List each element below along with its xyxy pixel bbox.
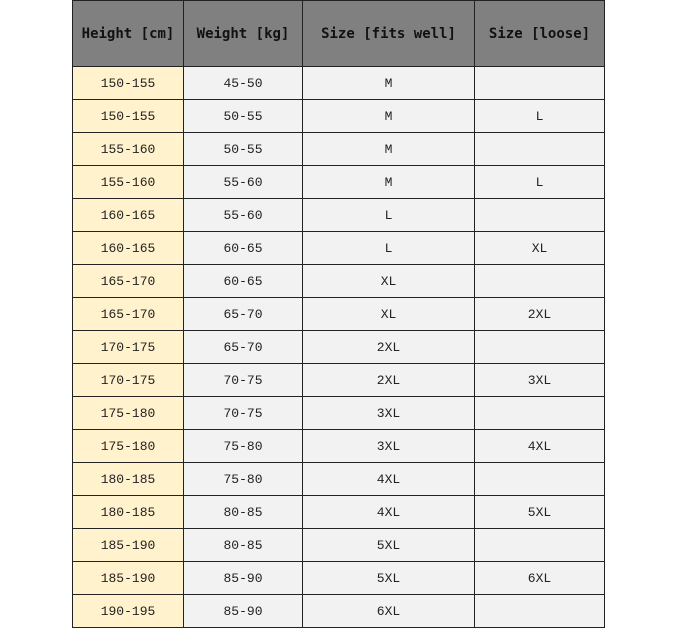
size-loose-cell: 6XL — [474, 561, 605, 595]
height-cell: 180-185 — [72, 462, 184, 496]
size-loose-cell — [474, 330, 605, 364]
height-cell: 175-180 — [72, 396, 184, 430]
header-height: Height [cm] — [72, 0, 184, 67]
size-loose-cell — [474, 396, 605, 430]
table-row: 185-190 80-85 5XL — [72, 528, 605, 562]
size-fits-well-cell: XL — [302, 264, 475, 298]
height-cell: 165-170 — [72, 264, 184, 298]
size-fits-well-cell: M — [302, 66, 475, 100]
size-loose-cell — [474, 198, 605, 232]
weight-cell: 80-85 — [183, 495, 303, 529]
size-fits-well-cell: M — [302, 165, 475, 199]
height-cell: 185-190 — [72, 528, 184, 562]
size-fits-well-cell: 5XL — [302, 528, 475, 562]
size-loose-cell — [474, 132, 605, 166]
height-cell: 150-155 — [72, 66, 184, 100]
weight-cell: 80-85 — [183, 528, 303, 562]
header-size-fits-well: Size [fits well] — [302, 0, 475, 67]
size-loose-cell: 5XL — [474, 495, 605, 529]
weight-cell: 55-60 — [183, 165, 303, 199]
weight-cell: 65-70 — [183, 297, 303, 331]
height-cell: 160-165 — [72, 198, 184, 232]
weight-cell: 85-90 — [183, 594, 303, 628]
table-row: 170-175 70-75 2XL 3XL — [72, 363, 605, 397]
table-row: 180-185 80-85 4XL 5XL — [72, 495, 605, 529]
height-cell: 150-155 — [72, 99, 184, 133]
weight-cell: 55-60 — [183, 198, 303, 232]
table-row: 175-180 75-80 3XL 4XL — [72, 429, 605, 463]
size-fits-well-cell: 5XL — [302, 561, 475, 595]
height-cell: 155-160 — [72, 132, 184, 166]
table-row: 155-160 50-55 M — [72, 132, 605, 166]
weight-cell: 70-75 — [183, 396, 303, 430]
size-fits-well-cell: 6XL — [302, 594, 475, 628]
height-cell: 180-185 — [72, 495, 184, 529]
weight-cell: 75-80 — [183, 462, 303, 496]
size-loose-cell: L — [474, 165, 605, 199]
table-row: 165-170 65-70 XL 2XL — [72, 297, 605, 331]
size-fits-well-cell: 3XL — [302, 396, 475, 430]
table-row: 150-155 50-55 M L — [72, 99, 605, 133]
size-fits-well-cell: XL — [302, 297, 475, 331]
table-row: 160-165 55-60 L — [72, 198, 605, 232]
header-size-loose: Size [loose] — [474, 0, 605, 67]
size-fits-well-cell: 4XL — [302, 462, 475, 496]
size-fits-well-cell: 4XL — [302, 495, 475, 529]
weight-cell: 70-75 — [183, 363, 303, 397]
height-cell: 170-175 — [72, 363, 184, 397]
weight-cell: 60-65 — [183, 231, 303, 265]
size-loose-cell: L — [474, 99, 605, 133]
size-loose-cell: XL — [474, 231, 605, 265]
table-row: 185-190 85-90 5XL 6XL — [72, 561, 605, 595]
size-chart-table: Height [cm] Weight [kg] Size [fits well]… — [72, 0, 605, 628]
weight-cell: 85-90 — [183, 561, 303, 595]
size-fits-well-cell: 3XL — [302, 429, 475, 463]
size-fits-well-cell: 2XL — [302, 363, 475, 397]
size-loose-cell: 4XL — [474, 429, 605, 463]
height-cell: 185-190 — [72, 561, 184, 595]
table-row: 170-175 65-70 2XL — [72, 330, 605, 364]
height-cell: 175-180 — [72, 429, 184, 463]
table-row: 190-195 85-90 6XL — [72, 594, 605, 628]
height-cell: 155-160 — [72, 165, 184, 199]
height-cell: 165-170 — [72, 297, 184, 331]
weight-cell: 50-55 — [183, 132, 303, 166]
height-cell: 170-175 — [72, 330, 184, 364]
table-row: 180-185 75-80 4XL — [72, 462, 605, 496]
size-loose-cell: 3XL — [474, 363, 605, 397]
size-loose-cell — [474, 528, 605, 562]
size-loose-cell — [474, 66, 605, 100]
weight-cell: 60-65 — [183, 264, 303, 298]
weight-cell: 75-80 — [183, 429, 303, 463]
height-cell: 190-195 — [72, 594, 184, 628]
weight-cell: 50-55 — [183, 99, 303, 133]
table-row: 175-180 70-75 3XL — [72, 396, 605, 430]
size-loose-cell — [474, 594, 605, 628]
size-loose-cell — [474, 264, 605, 298]
table-row: 165-170 60-65 XL — [72, 264, 605, 298]
table-row: 150-155 45-50 M — [72, 66, 605, 100]
header-row: Height [cm] Weight [kg] Size [fits well]… — [72, 0, 605, 67]
size-fits-well-cell: L — [302, 231, 475, 265]
header-weight: Weight [kg] — [183, 0, 303, 67]
size-fits-well-cell: L — [302, 198, 475, 232]
size-loose-cell: 2XL — [474, 297, 605, 331]
size-loose-cell — [474, 462, 605, 496]
weight-cell: 45-50 — [183, 66, 303, 100]
size-fits-well-cell: 2XL — [302, 330, 475, 364]
size-fits-well-cell: M — [302, 132, 475, 166]
size-fits-well-cell: M — [302, 99, 475, 133]
table-row: 160-165 60-65 L XL — [72, 231, 605, 265]
table-row: 155-160 55-60 M L — [72, 165, 605, 199]
height-cell: 160-165 — [72, 231, 184, 265]
weight-cell: 65-70 — [183, 330, 303, 364]
